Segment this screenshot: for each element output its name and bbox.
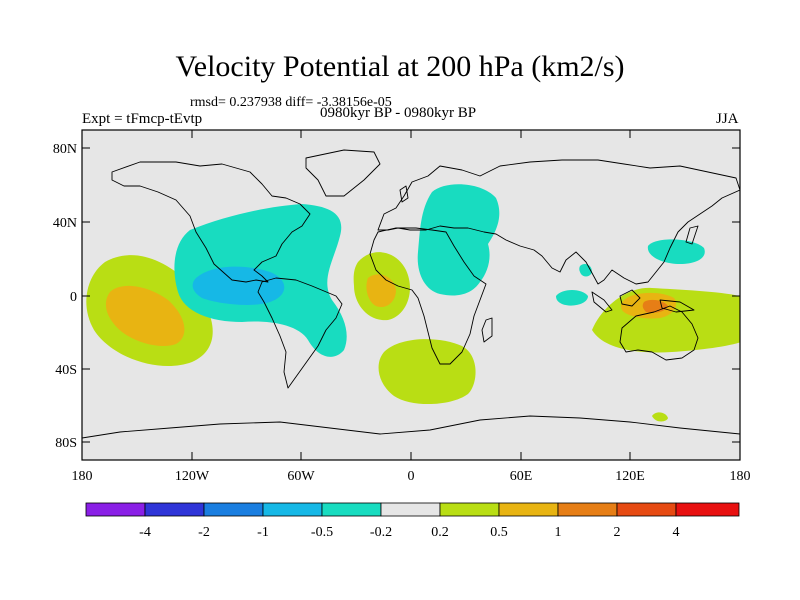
coastline-madagascar — [481, 317, 493, 343]
contour-pos2-east-atlantic — [366, 274, 396, 308]
colorbar-label-4: -0.2 — [370, 525, 392, 540]
experiment-label: Expt = tFmcp-tEvtp — [82, 111, 203, 127]
contour-pos2-central-pacific — [105, 285, 185, 346]
plot-title: Velocity Potential at 200 hPa (km2/s) — [175, 50, 625, 83]
period-label: 0980kyr BP - 0980kyr BP — [320, 105, 477, 121]
lat-label-40n: 40N — [53, 216, 77, 231]
colorbar-box-2 — [203, 502, 264, 517]
lat-label-40s: 40S — [55, 363, 77, 378]
coastline-north-america — [111, 161, 311, 283]
lon-label-180w: 180 — [72, 469, 93, 484]
coastlines — [82, 149, 740, 439]
coastline-japan — [685, 225, 699, 245]
colorbar-box-3 — [262, 502, 323, 517]
colorbar-box-10 — [675, 502, 740, 517]
contour-pos-south-pacific — [652, 412, 668, 422]
colorbar-label-6: 0.5 — [490, 525, 508, 540]
coastline-australia — [619, 305, 699, 361]
coastline-uk — [399, 185, 409, 203]
contour-neg-europe-africa — [417, 184, 500, 296]
lat-label-80s: 80S — [55, 436, 77, 451]
season-label: JJA — [716, 111, 739, 127]
lon-ticks — [81, 130, 741, 460]
coastline-antarctica — [82, 415, 740, 439]
coastline-sumatra — [591, 291, 613, 313]
contour-neg2-eastern-pacific — [192, 266, 285, 305]
colorbar-box-9 — [616, 502, 677, 517]
lat-label-0: 0 — [70, 290, 77, 305]
contour-neg-east-asia — [647, 239, 705, 264]
lon-label-60w: 60W — [287, 469, 315, 484]
colorbar-label-7: 1 — [555, 525, 562, 540]
colorbar-box-1 — [144, 502, 205, 517]
stats-label: rmsd= 0.237938 diff= -3.38156e-05 — [190, 95, 392, 110]
colorbar-label-3: -0.5 — [311, 525, 333, 540]
colorbar-label-9: 4 — [673, 525, 680, 540]
colorbar-box-0 — [85, 502, 146, 517]
colorbar-label-5: 0.2 — [431, 525, 449, 540]
colorbar-box-5 — [380, 502, 441, 517]
colorbar-box-8 — [557, 502, 618, 517]
lon-label-180e: 180 — [730, 469, 751, 484]
lon-label-60e: 60E — [510, 469, 533, 484]
colorbar-box-4 — [321, 502, 382, 517]
coastline-borneo — [619, 289, 641, 307]
colorbar-box-7 — [498, 502, 559, 517]
coastline-greenland — [305, 149, 381, 197]
lon-label-120e: 120E — [615, 469, 645, 484]
lon-label-0: 0 — [408, 469, 415, 484]
contour-neg-indian-ocean — [556, 290, 588, 306]
contour-pos-south-atlantic — [378, 339, 476, 405]
lon-label-120w: 120W — [175, 469, 210, 484]
colorbar-label-0: -4 — [139, 525, 151, 540]
colorbar — [85, 502, 740, 517]
coastline-eurasia — [377, 159, 740, 285]
colorbar-label-8: 2 — [614, 525, 621, 540]
colorbar-label-1: -2 — [198, 525, 210, 540]
coastline-africa — [369, 227, 487, 365]
coastline-new-guinea — [659, 299, 695, 313]
colorbar-label-2: -1 — [257, 525, 269, 540]
lat-label-80n: 80N — [53, 142, 77, 157]
lat-ticks — [82, 147, 740, 443]
coastline-south-america — [257, 277, 343, 389]
colorbar-box-6 — [439, 502, 500, 517]
